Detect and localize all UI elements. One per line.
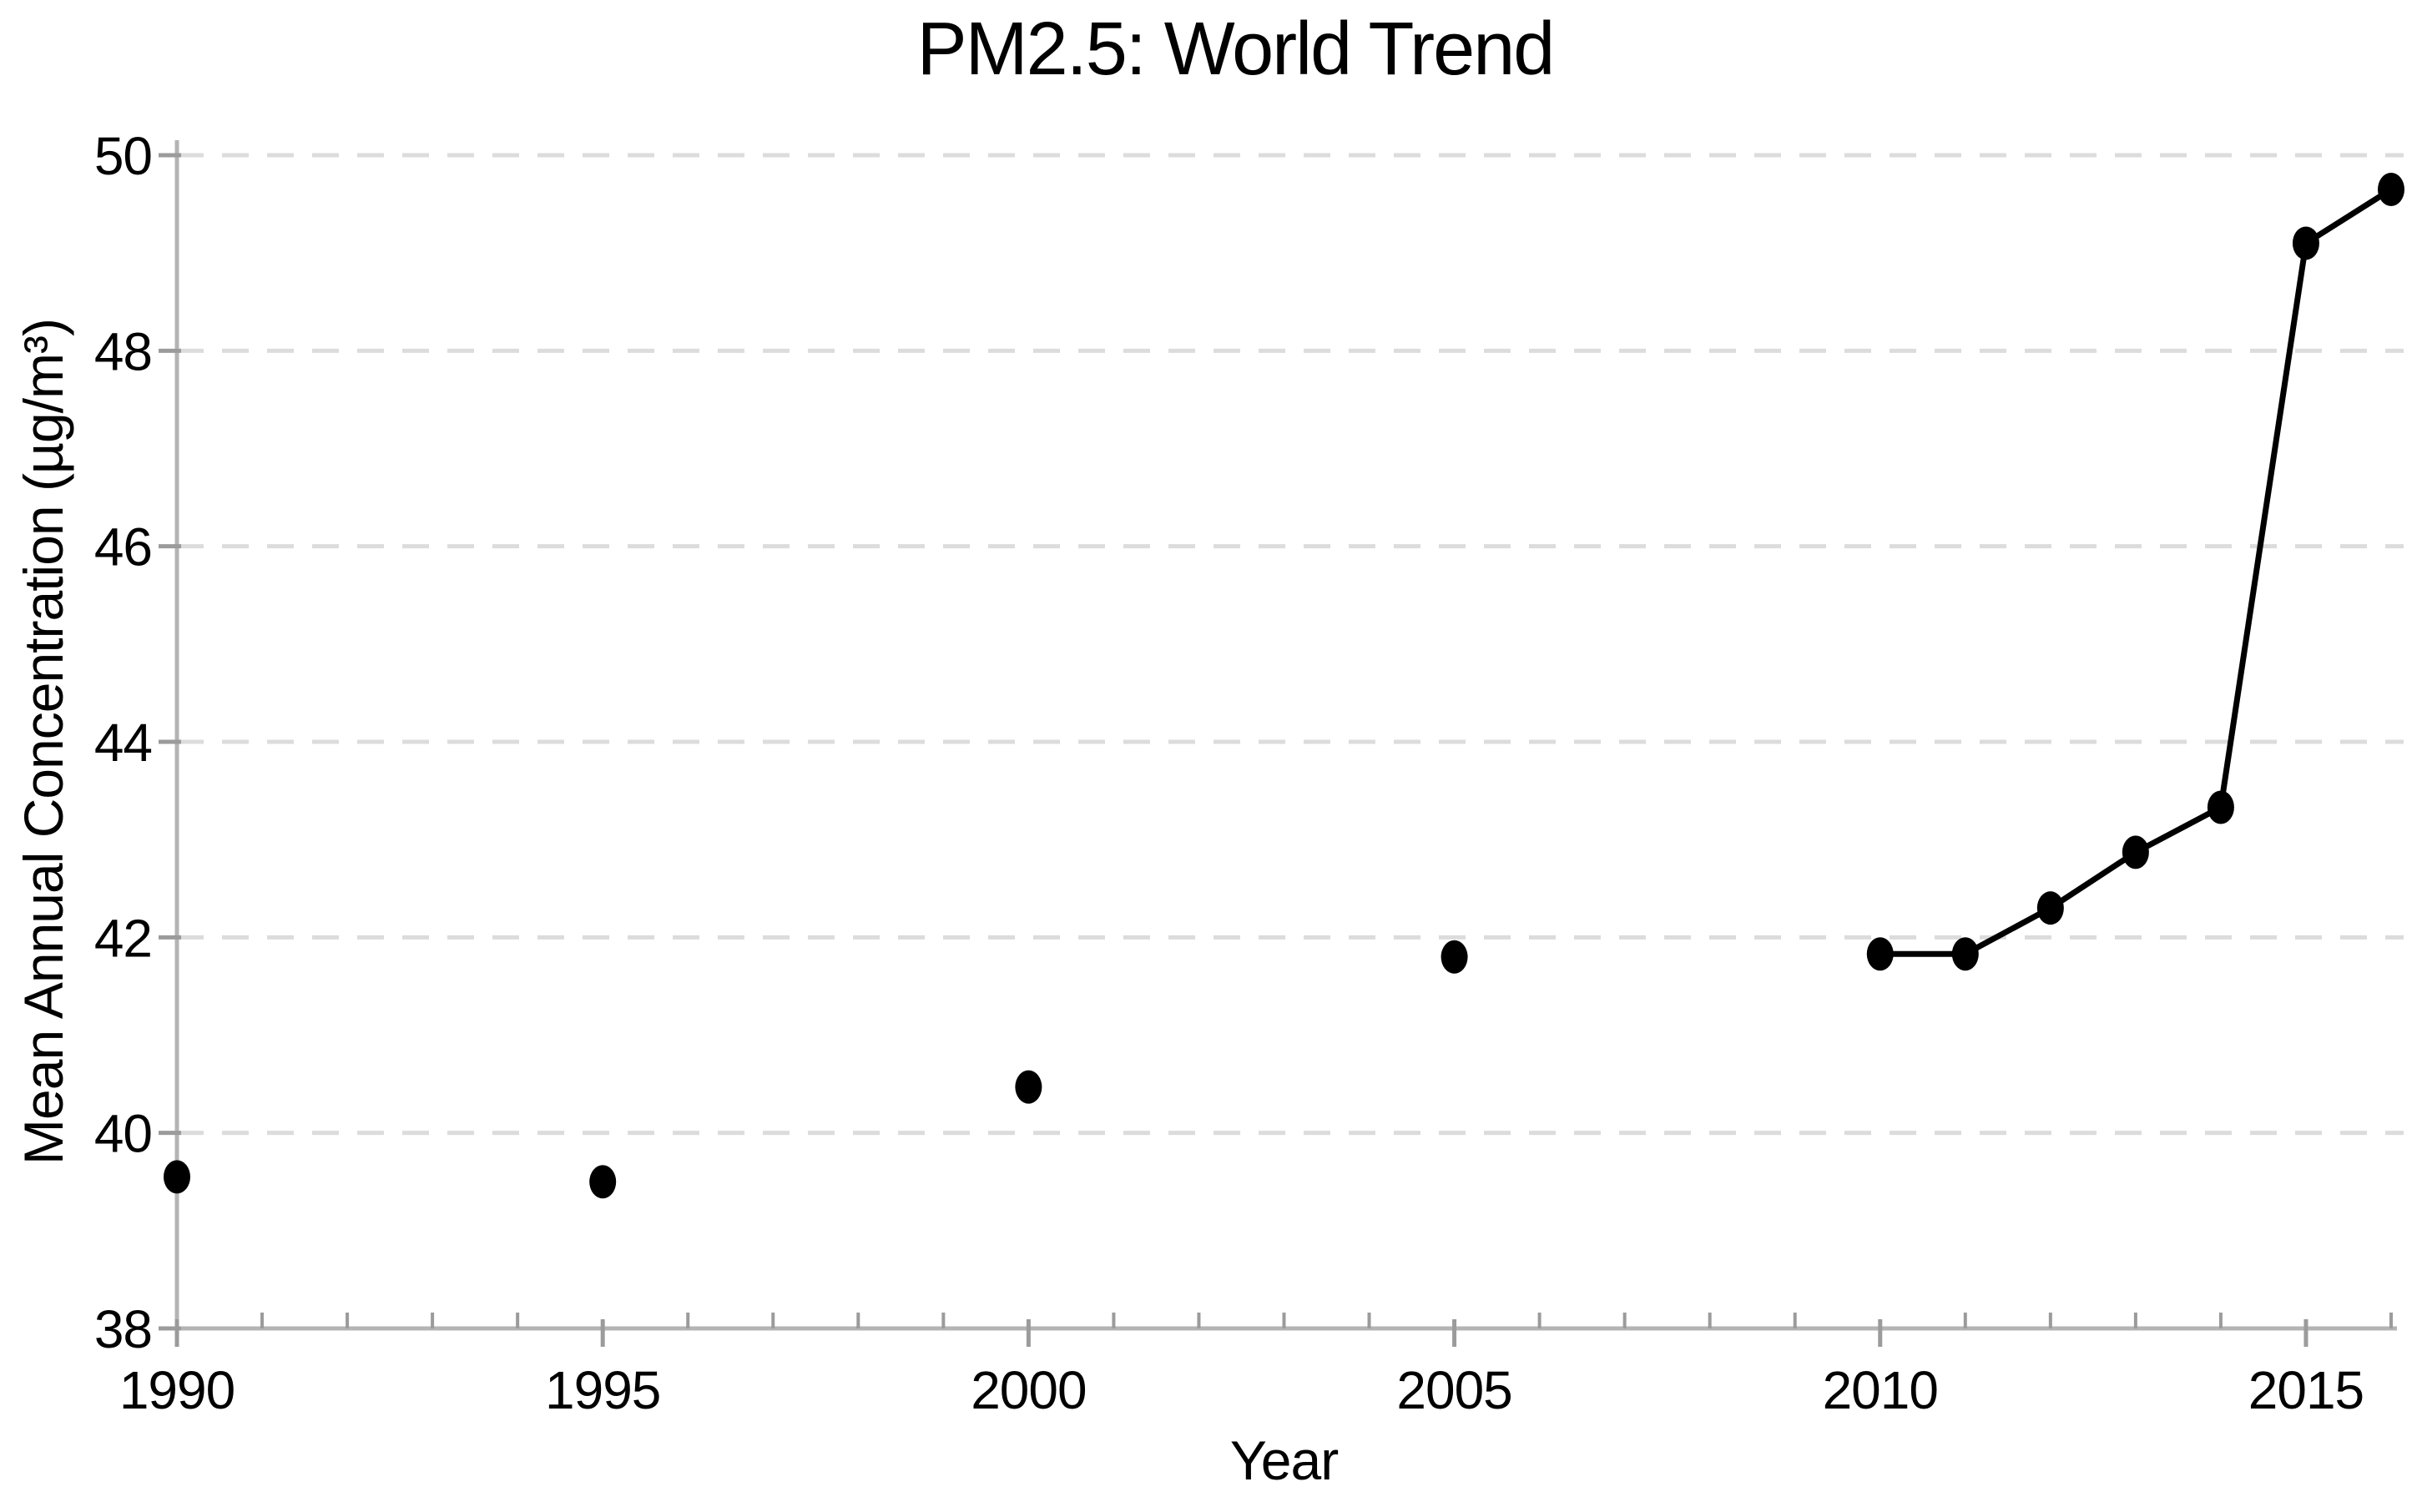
- y-tick-label: 44: [94, 713, 152, 773]
- data-point: [2378, 173, 2404, 207]
- y-tick-label: 50: [94, 126, 152, 186]
- x-tick-label: 1995: [545, 1360, 660, 1420]
- y-tick-label: 48: [94, 321, 152, 381]
- y-tick-label: 40: [94, 1104, 152, 1164]
- data-point: [164, 1160, 190, 1194]
- y-tick-label: 38: [94, 1299, 152, 1359]
- x-axis-title: Year: [1229, 1429, 1339, 1491]
- x-tick-label: 2015: [2248, 1360, 2364, 1420]
- data-point: [2122, 835, 2149, 869]
- x-tick-label: 2000: [971, 1360, 1086, 1420]
- data-point: [1441, 940, 1468, 974]
- x-tick-label: 2010: [1823, 1360, 1938, 1420]
- data-point: [2292, 226, 2319, 260]
- x-tick-label: 1990: [119, 1360, 235, 1420]
- data-point: [1951, 937, 1979, 971]
- data-point: [1015, 1070, 1042, 1104]
- x-tick-label: 2005: [1396, 1360, 1511, 1420]
- data-point: [1866, 937, 1894, 971]
- data-point: [589, 1165, 617, 1199]
- data-point: [2207, 790, 2234, 824]
- data-point: [2036, 891, 2064, 925]
- chart-title: PM2.5: World Trend: [916, 8, 1556, 91]
- y-tick-label: 42: [94, 908, 152, 968]
- y-tick-label: 46: [94, 517, 152, 577]
